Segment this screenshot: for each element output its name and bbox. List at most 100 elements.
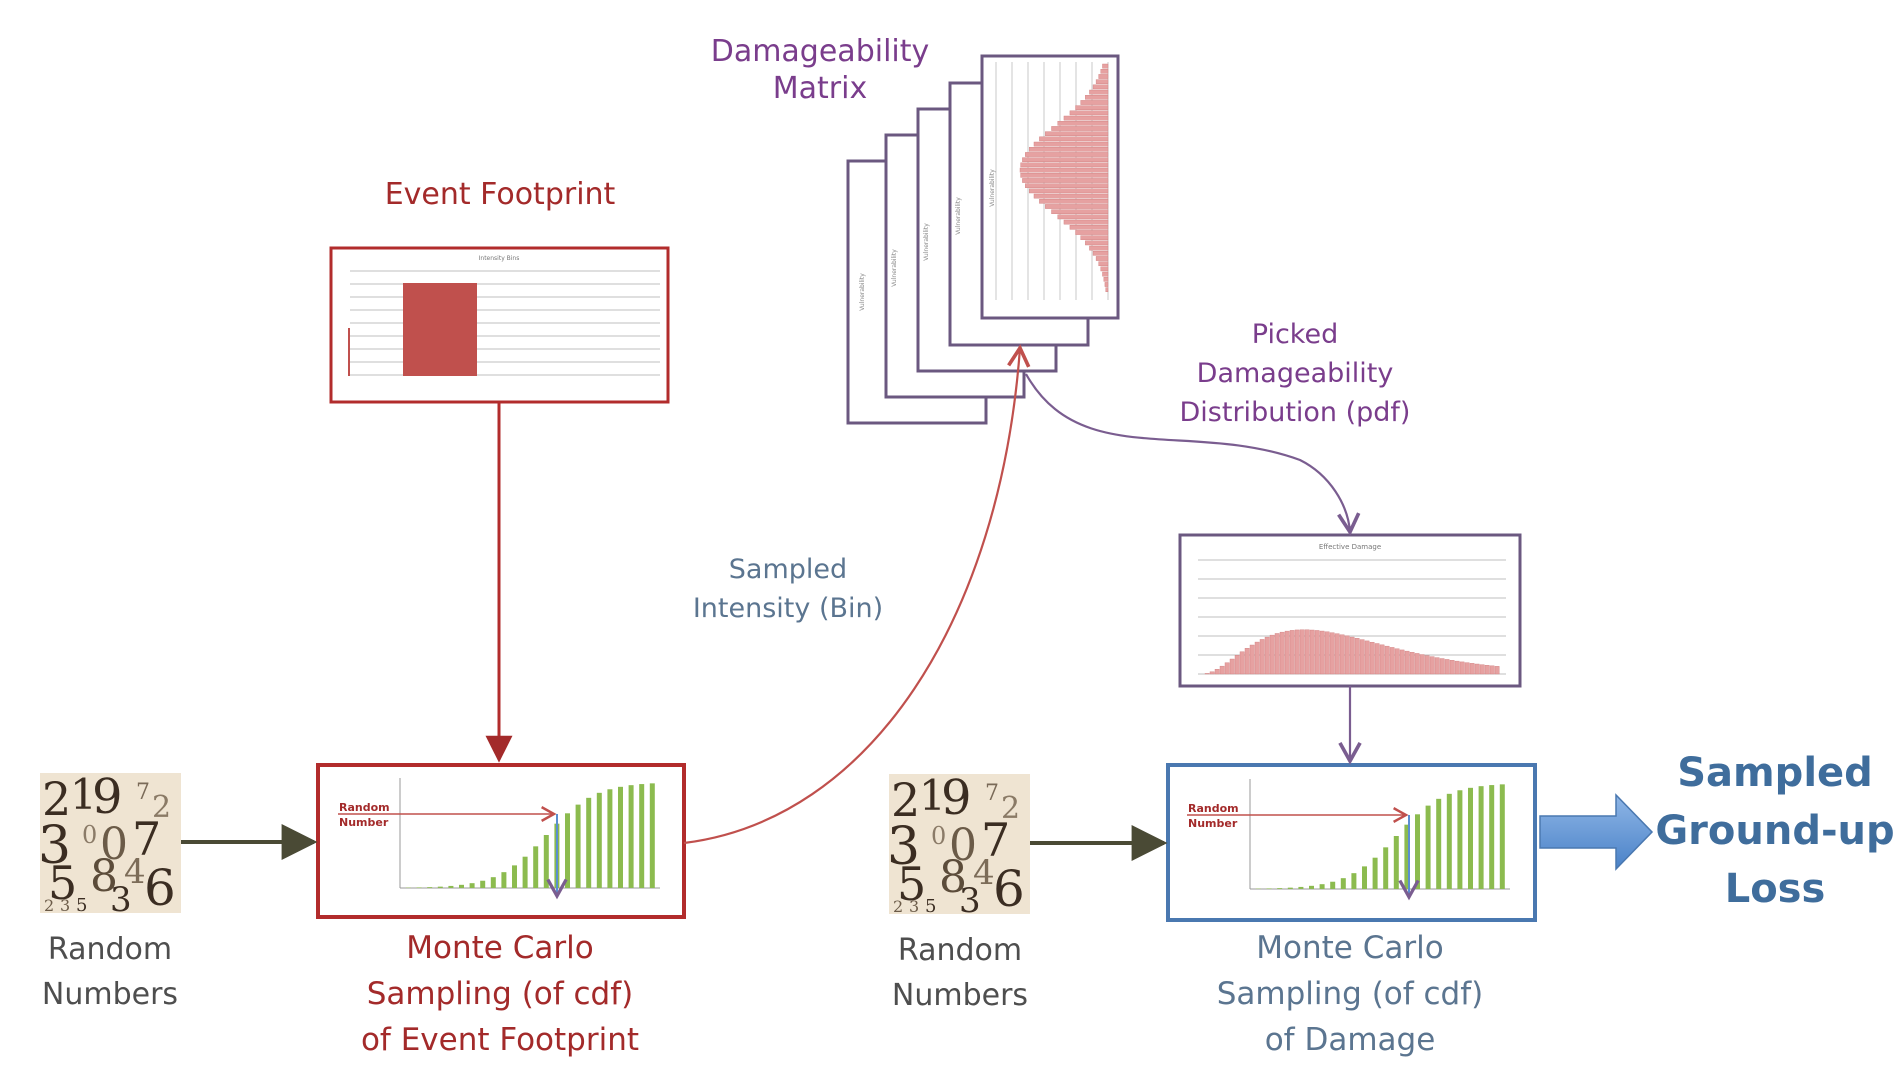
cdf-bar	[533, 846, 539, 888]
cdf-bar	[437, 886, 443, 888]
svg-text:7: 7	[981, 813, 1010, 867]
pdf-bar	[1364, 640, 1370, 675]
svg-text:4: 4	[124, 852, 146, 892]
pdf-bar	[1100, 68, 1109, 74]
cdf-bar	[1383, 847, 1389, 889]
pdf-bar	[1244, 648, 1250, 675]
pdf-bar	[1399, 649, 1405, 675]
pdf-bar	[1299, 629, 1305, 675]
cdf-bar	[565, 813, 570, 888]
cdf-bar	[649, 783, 655, 888]
svg-text:3: 3	[887, 817, 920, 877]
svg-text:9: 9	[941, 770, 972, 826]
cdf-bar	[480, 880, 486, 888]
pdf-bar	[1022, 157, 1109, 163]
matrix-pdf-bars	[1019, 63, 1109, 293]
sampled-intensity-curve	[683, 344, 1031, 845]
pdf-bar	[1294, 629, 1300, 675]
cdf-bar	[1340, 878, 1346, 889]
event-footprint-chart: Intensity Bins	[329, 246, 670, 404]
cdf-bar	[1351, 873, 1357, 889]
cdf-bar	[543, 835, 549, 888]
cdf-bar	[1446, 793, 1452, 889]
svg-text:0: 0	[949, 820, 977, 871]
random-numbers-label-right: Random Numbers	[891, 933, 1029, 1013]
cdf-bar	[1298, 886, 1304, 889]
pdf-bar	[1274, 633, 1280, 675]
pdf-bar	[1389, 647, 1395, 675]
svg-text:2: 2	[893, 897, 903, 916]
pdf-bar	[1464, 662, 1470, 675]
sampled-intensity-label: Sampled Intensity (Bin)	[692, 554, 884, 625]
pdf-bar	[1289, 630, 1295, 675]
footprint-bar	[403, 283, 477, 376]
cdf-bar	[1330, 881, 1336, 889]
cdf-bar	[1436, 798, 1442, 889]
svg-text:5: 5	[925, 896, 936, 917]
pdf-bar	[1479, 664, 1485, 675]
svg-text:7: 7	[985, 781, 999, 806]
cdf-bar	[1499, 784, 1505, 889]
pdf-bar	[1033, 141, 1109, 147]
pdf-bar	[1259, 639, 1265, 675]
damage-pdf-bars	[1204, 629, 1500, 675]
cdf-bar	[490, 877, 496, 888]
svg-text:1: 1	[919, 771, 946, 820]
footprint-gridlines	[350, 270, 660, 376]
svg-text:5: 5	[76, 895, 87, 916]
random-numbers-label-left: Random Numbers	[41, 932, 179, 1012]
matrix-card-front: Vulnerability	[980, 54, 1120, 320]
pdf-bar	[1045, 131, 1109, 137]
pdf-bar	[1414, 653, 1420, 675]
pdf-bar	[1103, 277, 1109, 282]
damageability-matrix-label: Damageability Matrix	[710, 34, 930, 106]
svg-text:8: 8	[90, 851, 118, 902]
picked-distribution-curve	[1025, 373, 1361, 536]
pdf-bar	[1424, 655, 1430, 675]
pdf-bar	[1209, 671, 1215, 675]
pdf-bar	[1329, 632, 1335, 675]
pdf-bar	[1369, 641, 1375, 675]
svg-text:9: 9	[92, 769, 123, 825]
pdf-bar	[1459, 661, 1465, 675]
cdf-bar	[607, 789, 613, 888]
effective-damage-chart: Effective Damage	[1178, 533, 1522, 688]
pdf-bar	[1105, 287, 1109, 293]
mc-event-chart: Random Number	[316, 763, 686, 919]
event-footprint-label: Event Footprint	[384, 177, 616, 212]
cdf-bar	[586, 797, 592, 888]
pdf-bar	[1394, 648, 1400, 675]
svg-text:0: 0	[82, 821, 97, 849]
svg-text:6: 6	[144, 859, 176, 917]
pdf-bar	[1080, 235, 1109, 241]
cdf-bar	[639, 784, 645, 888]
pdf-bar	[1264, 636, 1270, 675]
pdf-bar	[1020, 162, 1109, 168]
pdf-bar	[1229, 658, 1235, 675]
pdf-bar	[1098, 74, 1109, 79]
random-number-label: Number	[339, 816, 389, 829]
cdf-bar	[1362, 866, 1367, 889]
cdf-bar	[1277, 888, 1283, 889]
pdf-bar	[1089, 89, 1109, 95]
cdf-bar	[459, 884, 464, 888]
svg-text:2: 2	[42, 772, 71, 826]
svg-text:0: 0	[100, 819, 128, 870]
mc-event-label: Monte Carlo Sampling (of cdf) of Event F…	[360, 930, 640, 1058]
svg-text:2: 2	[1001, 791, 1020, 826]
pdf-bar	[1051, 209, 1109, 215]
pdf-bar	[1057, 120, 1109, 126]
pdf-bar	[1092, 84, 1109, 90]
pdf-bar	[1484, 665, 1490, 675]
pdf-bar	[1239, 651, 1245, 675]
pdf-bar	[1098, 261, 1109, 267]
pdf-bar	[1085, 94, 1109, 100]
pdf-bar	[1020, 172, 1109, 178]
pdf-bar	[1429, 656, 1435, 675]
cdf-bar	[1489, 785, 1495, 889]
pdf-bar	[1254, 641, 1260, 675]
output-block-arrow	[1539, 793, 1654, 871]
footprint-chart-title: Intensity Bins	[479, 255, 520, 262]
pdf-bar	[1419, 654, 1425, 675]
